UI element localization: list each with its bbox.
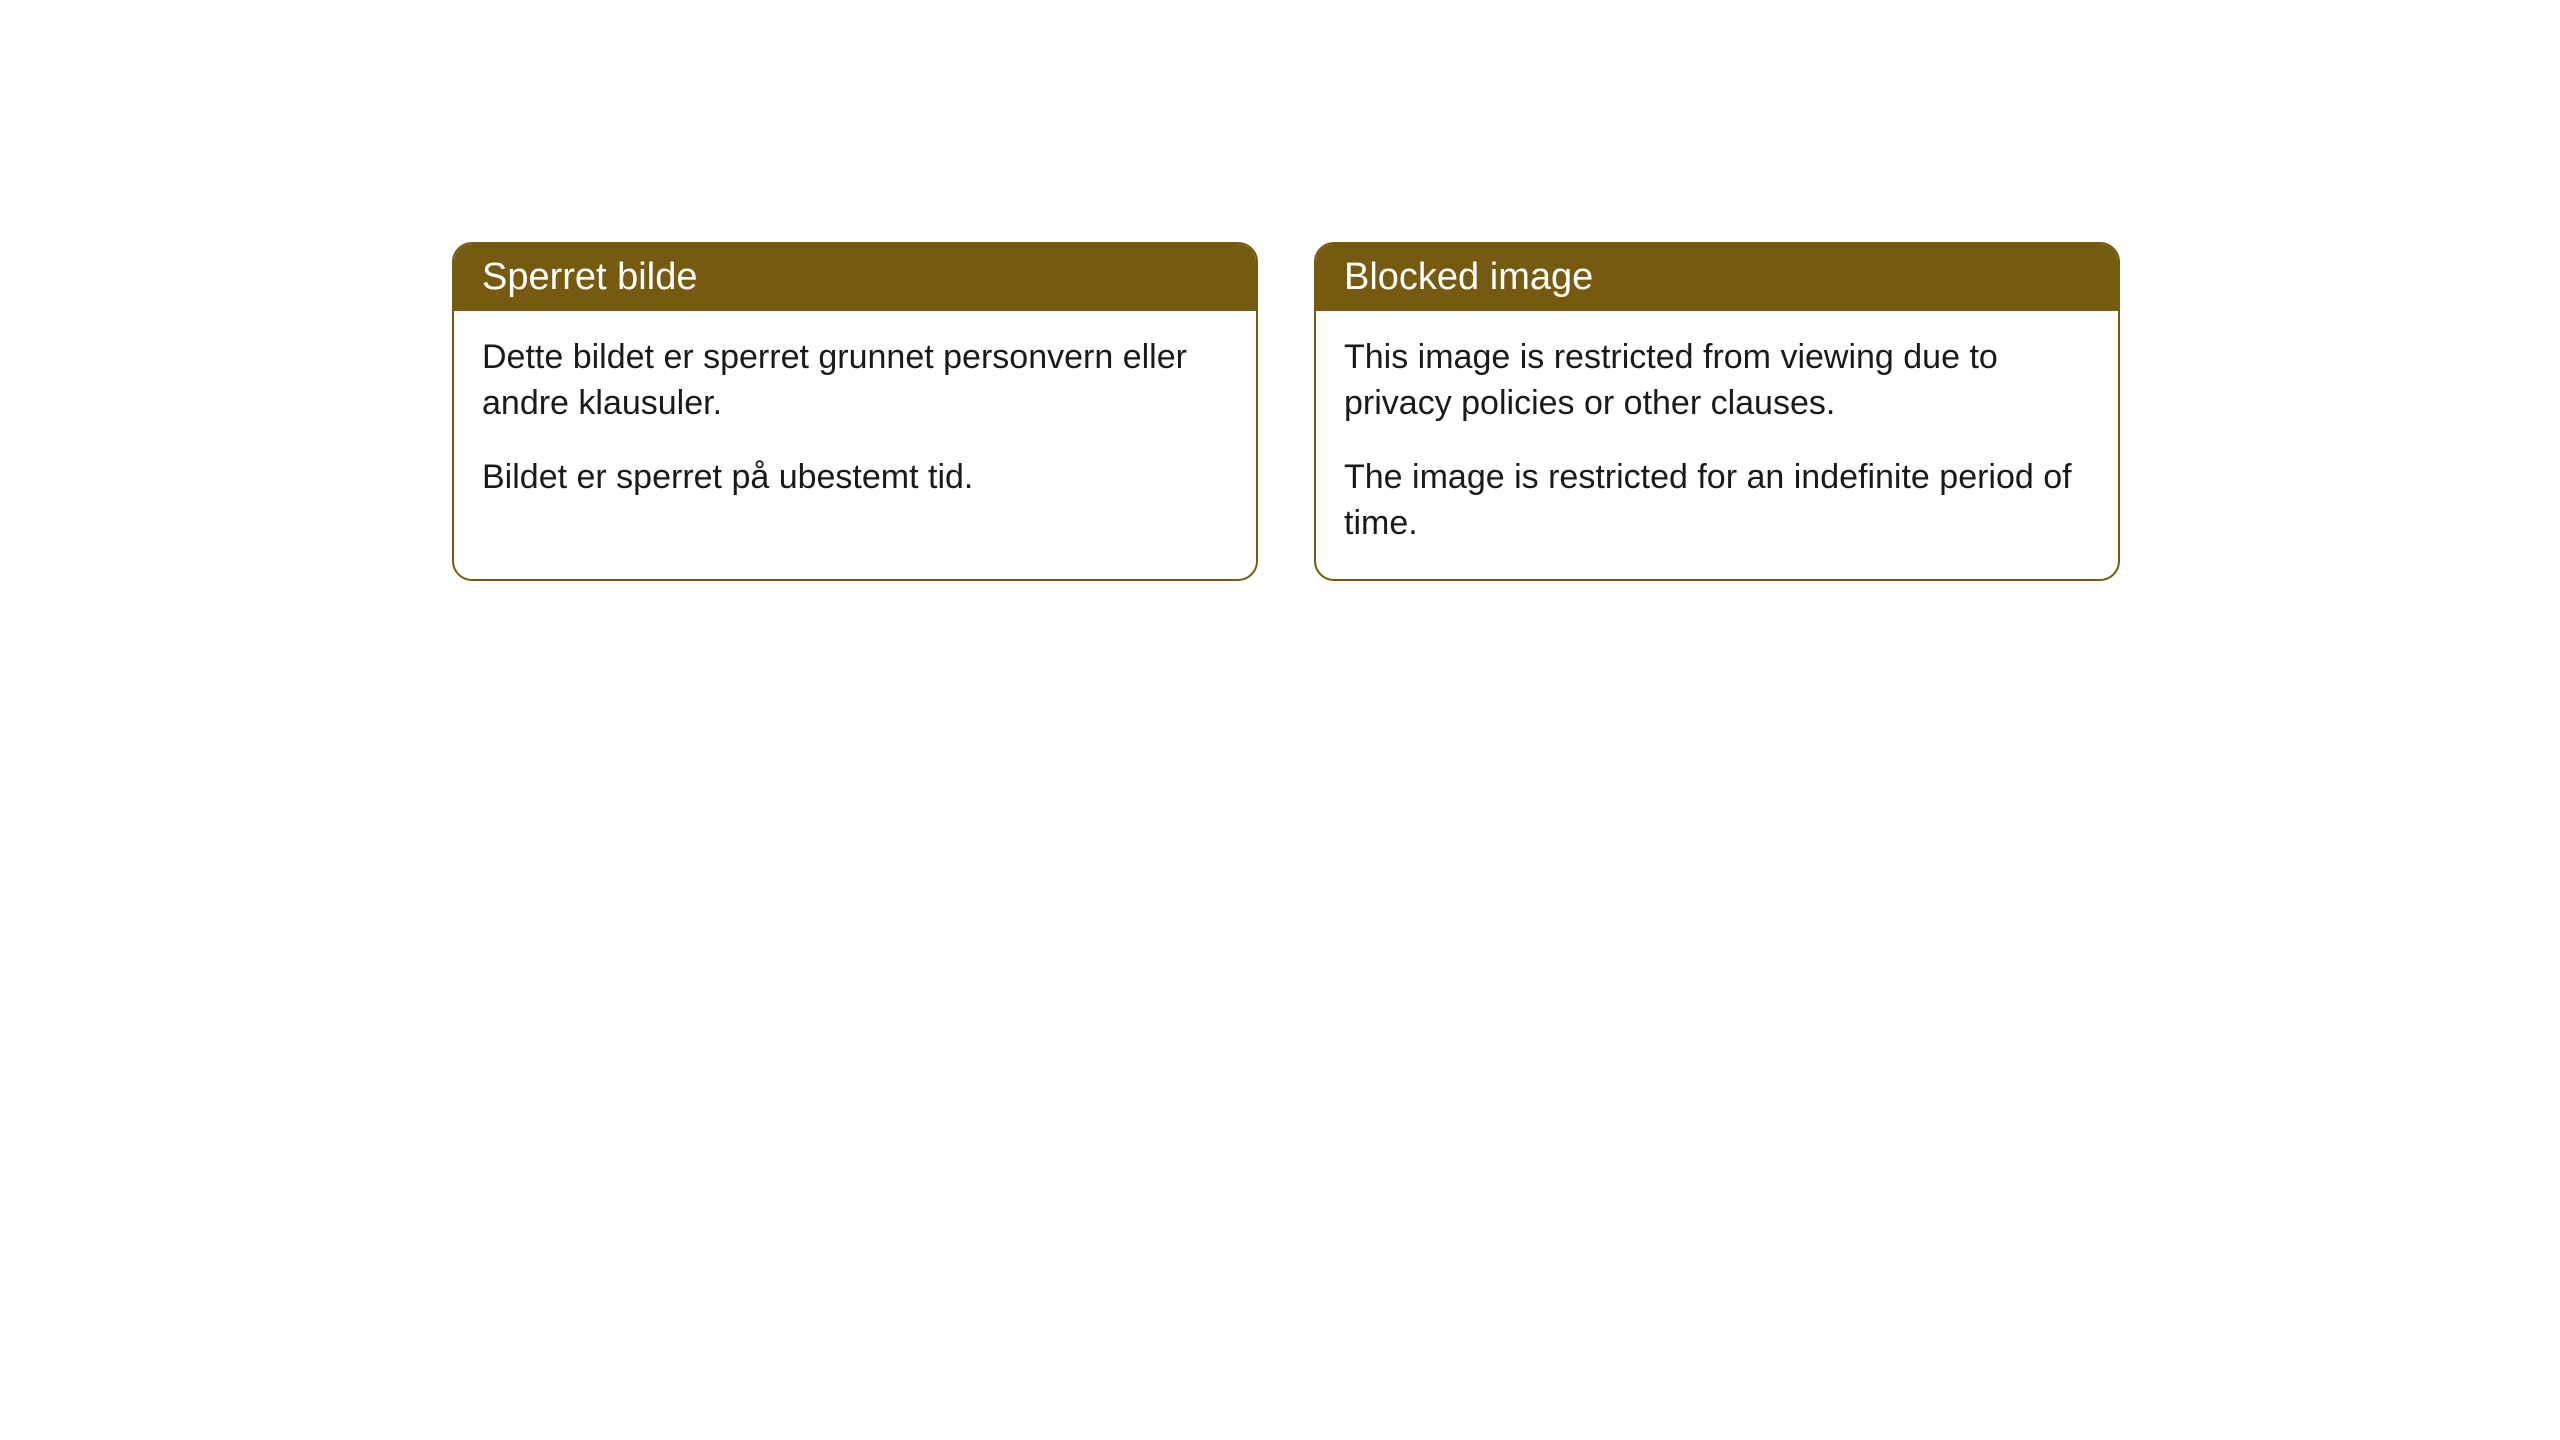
card-header-en: Blocked image bbox=[1316, 244, 2118, 311]
card-title-en: Blocked image bbox=[1344, 256, 1593, 298]
cards-container: Sperret bilde Dette bildet er sperret gr… bbox=[452, 242, 2120, 581]
blocked-image-card-en: Blocked image This image is restricted f… bbox=[1314, 242, 2120, 581]
card-text-en-2: The image is restricted for an indefinit… bbox=[1344, 455, 2090, 547]
card-body-en: This image is restricted from viewing du… bbox=[1316, 311, 2118, 579]
card-text-no-2: Bildet er sperret på ubestemt tid. bbox=[482, 455, 1228, 501]
card-text-en-1: This image is restricted from viewing du… bbox=[1344, 335, 2090, 427]
card-text-no-1: Dette bildet er sperret grunnet personve… bbox=[482, 335, 1228, 427]
card-body-no: Dette bildet er sperret grunnet personve… bbox=[454, 311, 1256, 533]
blocked-image-card-no: Sperret bilde Dette bildet er sperret gr… bbox=[452, 242, 1258, 581]
card-title-no: Sperret bilde bbox=[482, 256, 697, 298]
card-header-no: Sperret bilde bbox=[454, 244, 1256, 311]
